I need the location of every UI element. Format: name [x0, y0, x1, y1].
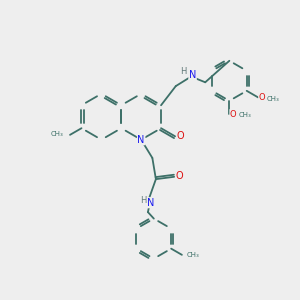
Text: CH₃: CH₃	[187, 252, 200, 258]
Text: O: O	[230, 110, 236, 118]
Text: CH₃: CH₃	[267, 96, 280, 102]
Text: H: H	[181, 67, 187, 76]
Text: N: N	[148, 198, 155, 208]
Text: O: O	[176, 171, 183, 181]
Text: H: H	[140, 196, 146, 205]
Text: O: O	[259, 93, 265, 102]
Text: CH₃: CH₃	[238, 112, 251, 118]
Text: N: N	[189, 70, 196, 80]
Text: O: O	[177, 131, 184, 141]
Text: N: N	[137, 135, 145, 145]
Text: CH₃: CH₃	[50, 131, 63, 137]
